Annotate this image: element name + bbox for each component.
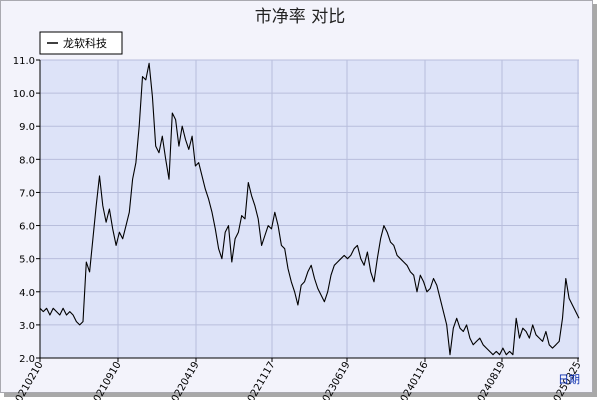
series-line: [39, 62, 580, 356]
chart-title: 市净率 对比: [255, 7, 345, 27]
grid-layer: [40, 59, 579, 358]
y-tick-label: 4.0: [19, 288, 35, 299]
x-tick-label: 20240819: [473, 360, 508, 400]
x-tick-label: 20210210: [11, 360, 46, 400]
x-tick-label: 20220419: [167, 360, 202, 400]
y-tick-label: 6.0: [19, 222, 35, 233]
y-tick-label: 7.0: [19, 188, 35, 199]
y-tick-label: 11.0: [13, 56, 35, 67]
y-tick-label: 9.0: [19, 122, 35, 133]
x-axis-label: 日期: [558, 373, 580, 386]
legend: 龙软科技: [39, 31, 123, 55]
plot-area: [40, 60, 579, 358]
series-layer: [39, 62, 580, 356]
x-tick-label: 20240116: [396, 360, 431, 400]
y-tick-label: 5.0: [19, 255, 35, 266]
y-tick-label: 3.0: [19, 321, 35, 332]
y-tick-label: 10.0: [13, 89, 35, 100]
x-tick-label: 20210910: [89, 360, 124, 400]
y-tick-labels: 2.0 3.0 4.0 5.0 6.0 7.0 8.0 9.0 10.0 11.0: [13, 56, 35, 365]
legend-box: [39, 31, 123, 55]
x-tick-label: 20221117: [243, 360, 278, 400]
y-tick-label: 2.0: [19, 354, 35, 365]
x-tick-label: 20230619: [318, 360, 353, 400]
y-tick-label: 8.0: [19, 155, 35, 166]
x-tick-labels: 20210210 20210910 20220419 20221117 20230619…: [11, 360, 584, 400]
legend-label: 龙软科技: [63, 36, 107, 50]
